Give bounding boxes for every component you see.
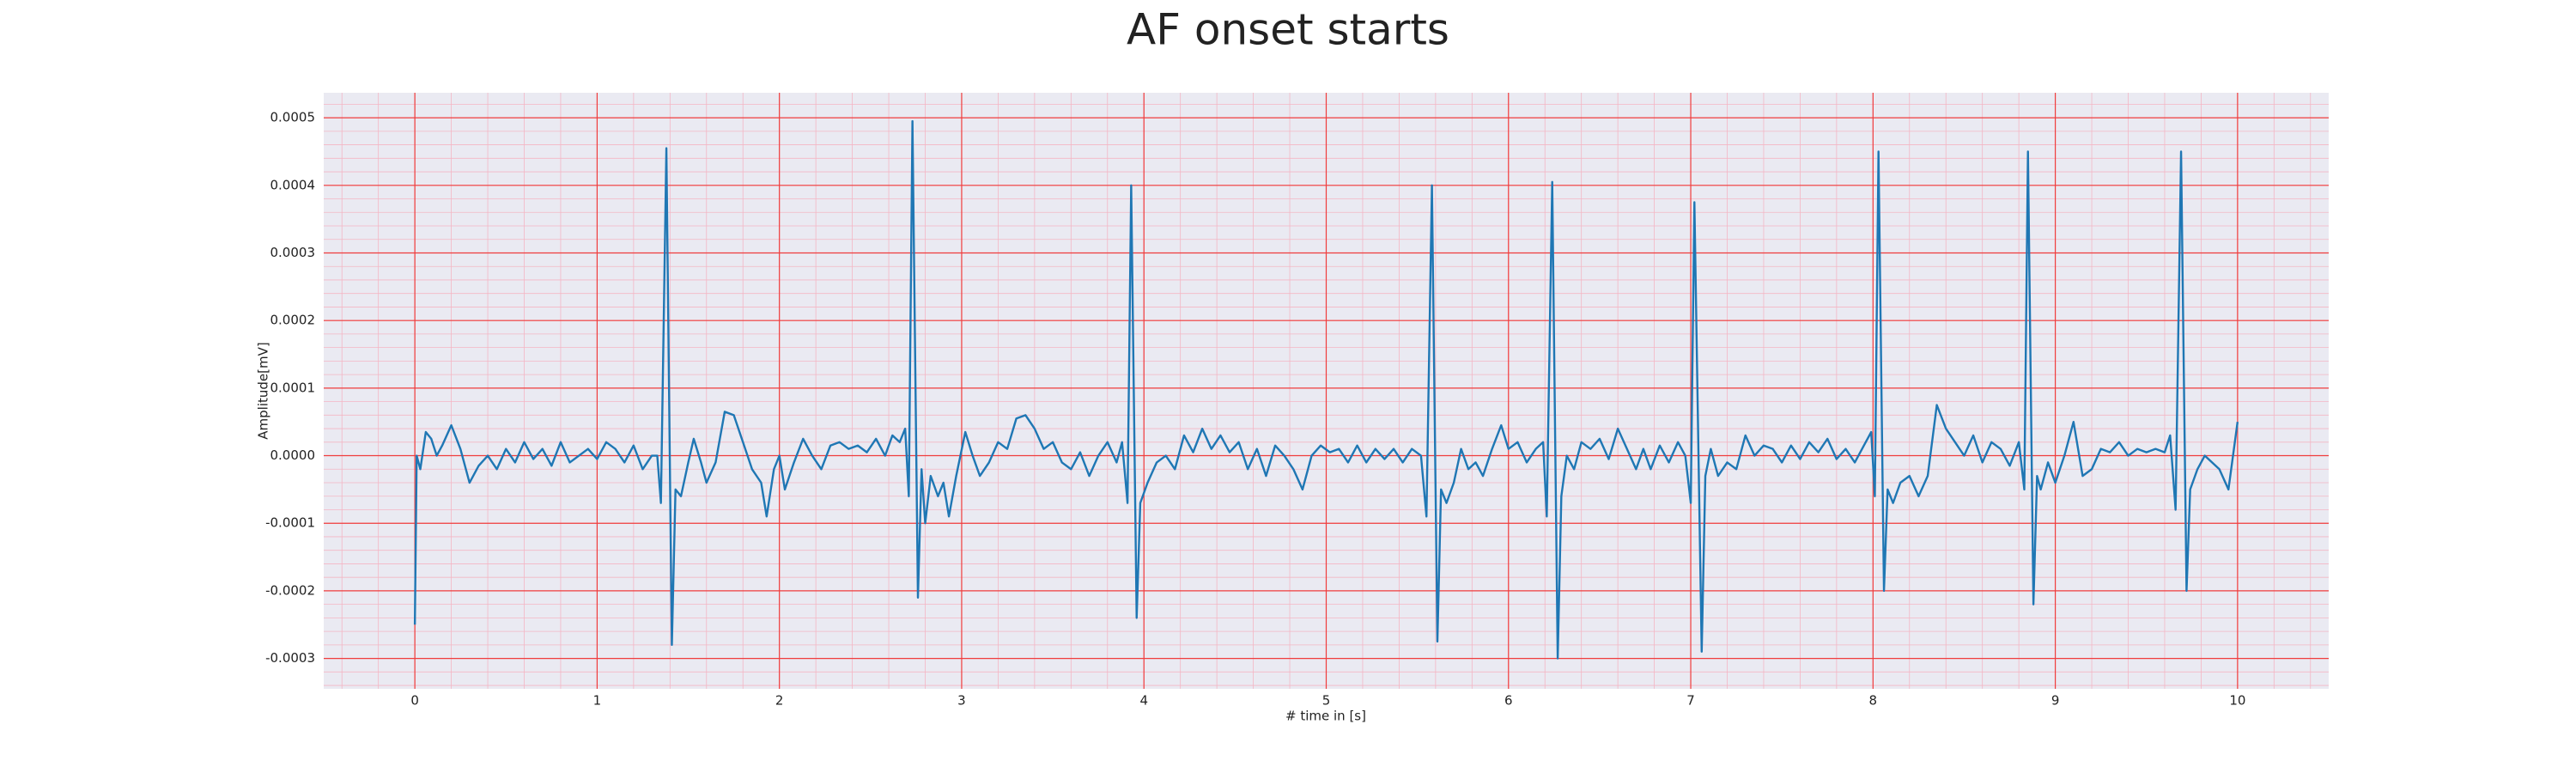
y-tick-label: 0.0000 — [270, 447, 316, 463]
y-tick-label: 0.0005 — [270, 110, 316, 125]
x-tick-label: 9 — [2051, 693, 2060, 709]
x-tick-label: 4 — [1139, 693, 1148, 709]
x-tick-label: 1 — [593, 693, 602, 709]
x-tick-label: 2 — [775, 693, 784, 709]
x-axis-label: # time in [s] — [1285, 709, 1366, 724]
y-tick-label: 0.0004 — [270, 177, 316, 192]
y-tick-label: -0.0002 — [265, 582, 315, 598]
y-tick-label: 0.0003 — [270, 245, 316, 260]
y-tick-label: -0.0003 — [265, 650, 315, 666]
x-tick-label: 0 — [410, 693, 419, 709]
x-tick-label: 3 — [957, 693, 966, 709]
y-tick-label: -0.0001 — [265, 515, 315, 531]
x-tick-label: 6 — [1504, 693, 1513, 709]
x-tick-label: 5 — [1322, 693, 1331, 709]
x-tick-label: 10 — [2229, 693, 2245, 709]
y-tick-label: 0.0001 — [270, 380, 316, 395]
y-axis-label: Amplitude[mV] — [256, 342, 271, 439]
x-tick-label: 8 — [1869, 693, 1878, 709]
chart-title: AF onset starts — [1127, 5, 1449, 55]
x-tick-label: 7 — [1686, 693, 1695, 709]
ecg-line — [413, 119, 2239, 660]
y-tick-label: 0.0002 — [270, 313, 316, 328]
